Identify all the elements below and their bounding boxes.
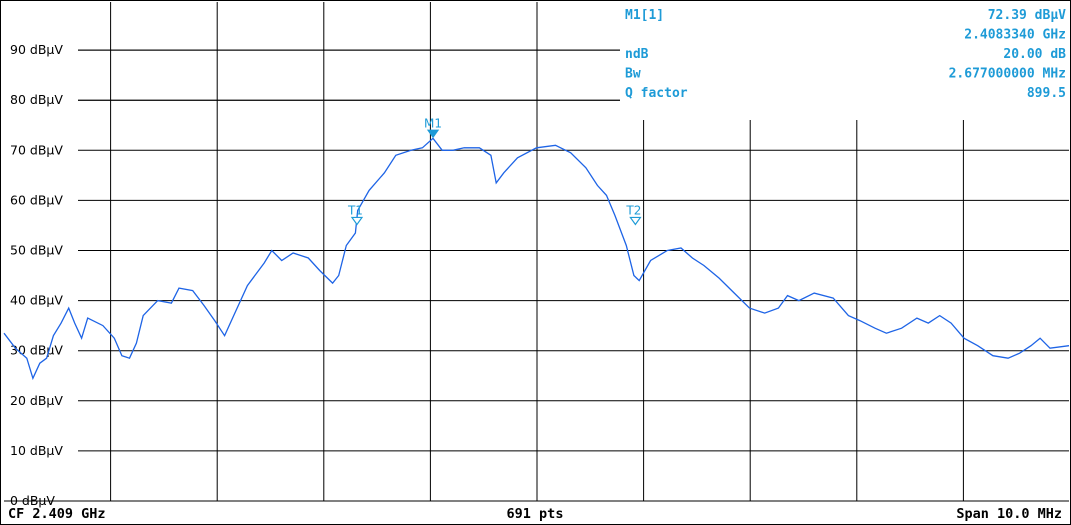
info-label: Q factor [625, 86, 688, 101]
marker-m1-label: M1 [424, 116, 442, 130]
info-value: 72.39 dBµV [988, 8, 1066, 23]
y-tick-label: 40 dBµV [10, 293, 63, 308]
info-value: 2.4083340 GHz [964, 28, 1066, 43]
y-tick-label: 50 dBµV [10, 242, 63, 257]
trace-line [3, 137, 1070, 381]
y-tick-label: 20 dBµV [10, 393, 63, 408]
y-tick-label: 90 dBµV [10, 42, 63, 57]
marker-t1-label: T1 [347, 203, 363, 217]
marker-t1-triangle [350, 216, 364, 226]
y-tick-label: 60 dBµV [10, 192, 63, 207]
footer-span: Span 10.0 MHz [956, 506, 1062, 522]
footer-center-frequency: CF 2.409 GHz [8, 506, 106, 522]
marker-m1-triangle [426, 129, 440, 139]
y-tick-label: 80 dBµV [10, 92, 63, 107]
info-value: 20.00 dB [1003, 47, 1066, 62]
info-label: ndB [625, 47, 649, 62]
info-value: 2.677000000 MHz [949, 67, 1066, 82]
info-panel-background [620, 2, 1069, 120]
info-label: Bw [625, 67, 641, 82]
y-tick-label: 70 dBµV [10, 142, 63, 157]
marker-t2-triangle [629, 216, 642, 226]
info-value: 899.5 [1027, 86, 1066, 101]
info-label: M1[1] [625, 8, 664, 23]
y-tick-label: 10 dBµV [10, 443, 63, 458]
footer-points: 691 pts [507, 506, 564, 522]
marker-t2-label: T2 [625, 203, 641, 217]
